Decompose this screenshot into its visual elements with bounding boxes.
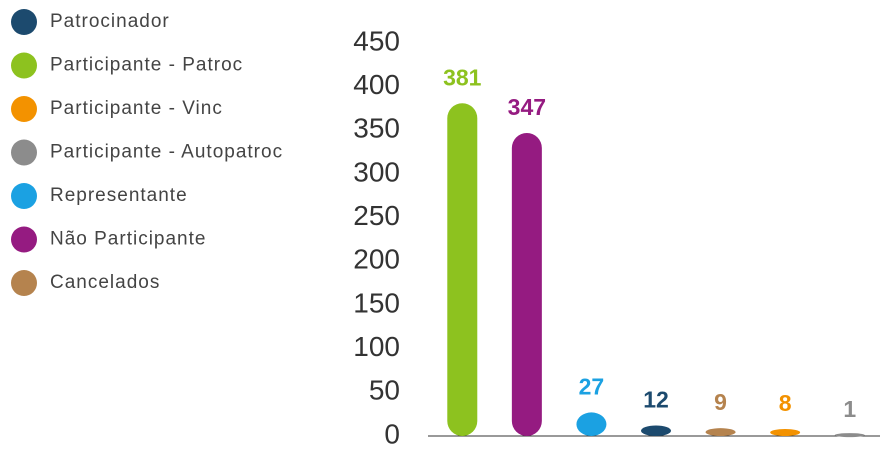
- legend-swatch: [11, 270, 37, 296]
- bar: [576, 412, 607, 436]
- legend-swatch: [11, 139, 37, 166]
- bar: [511, 132, 542, 436]
- data-label: 347: [508, 94, 546, 120]
- legend-label: Participante - Patroc: [50, 55, 243, 76]
- legend-label: Participante - Vinc: [50, 98, 223, 119]
- bar: [447, 103, 478, 436]
- bar: [770, 429, 801, 436]
- y-tick-label: 250: [353, 200, 400, 231]
- legend-label: Cancelados: [50, 272, 160, 293]
- data-label: 8: [779, 390, 792, 416]
- bar: [705, 428, 736, 436]
- data-label: 27: [579, 373, 605, 399]
- legend-swatch: [11, 52, 37, 79]
- y-tick-label: 350: [353, 113, 400, 144]
- y-tick-label: 0: [384, 418, 400, 449]
- y-tick-label: 300: [353, 156, 400, 187]
- legend-swatch: [11, 183, 37, 209]
- legend-swatch: [11, 226, 37, 253]
- legend-label: Patrocinador: [50, 11, 170, 32]
- data-label: 1: [843, 396, 856, 422]
- y-tick-label: 150: [353, 287, 400, 318]
- legend-label: Representante: [50, 185, 188, 206]
- y-tick-label: 50: [369, 375, 400, 406]
- y-tick-label: 400: [353, 69, 400, 100]
- y-tick-label: 200: [353, 244, 400, 275]
- y-tick-label: 100: [353, 331, 400, 362]
- bar: [641, 425, 671, 436]
- data-label: 381: [443, 64, 482, 90]
- legend-swatch: [11, 9, 37, 35]
- y-tick-label: 450: [353, 25, 400, 56]
- bar: [834, 433, 865, 438]
- legend-label: Participante - Autopatroc: [50, 142, 283, 163]
- legend-swatch: [11, 96, 37, 122]
- data-label: 9: [714, 389, 727, 415]
- data-label: 12: [643, 387, 669, 413]
- legend-label: Não Participante: [50, 229, 206, 250]
